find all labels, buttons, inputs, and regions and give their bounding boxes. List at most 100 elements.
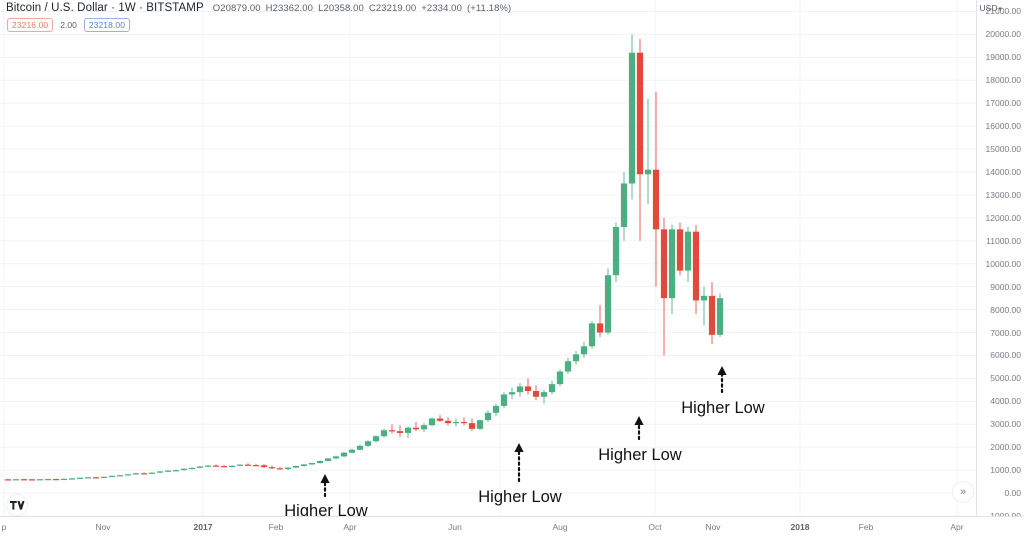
badge-ask-price[interactable]: 23218.00 — [83, 18, 131, 33]
candle — [468, 418, 476, 432]
candle — [604, 268, 612, 335]
price-tick: 8000.00 — [990, 304, 1021, 315]
candle — [340, 452, 348, 458]
ohlc-open: O20879.00 — [212, 3, 261, 14]
badge-bid-price[interactable]: 23216.00 — [7, 18, 54, 33]
price-scale-currency-label: USD — [979, 3, 998, 13]
candle — [396, 425, 404, 437]
scroll-to-realtime-button[interactable]: » — [952, 481, 974, 503]
tradingview-logo[interactable] — [6, 494, 28, 516]
candle — [516, 382, 524, 397]
candle — [588, 321, 596, 349]
time-tick: Jun — [448, 522, 462, 532]
price-tick: 7000.00 — [990, 327, 1021, 338]
time-scale[interactable]: p Nov 2017 Feb Apr Jun Aug Oct Nov 2018 Feb Apr — [0, 516, 1024, 538]
price-tick: 1000.00 — [990, 465, 1021, 476]
annotation-arrows — [320, 366, 727, 498]
candle — [612, 222, 620, 283]
candle — [644, 98, 652, 205]
candle — [596, 305, 604, 338]
annotation-arrow-head — [634, 416, 644, 425]
time-tick: 2018 — [790, 522, 810, 532]
candle — [332, 455, 340, 460]
price-tick: 5000.00 — [990, 373, 1021, 384]
candlestick-series — [4, 34, 724, 481]
candle — [412, 421, 420, 432]
candle — [212, 464, 220, 467]
candle — [492, 403, 500, 417]
candle — [268, 465, 276, 469]
time-tick: Feb — [858, 522, 874, 532]
candle — [500, 392, 508, 409]
candle — [28, 478, 36, 481]
ohlc-high: H23362.00 — [265, 3, 314, 14]
candle — [284, 467, 292, 471]
candle — [532, 385, 540, 401]
candle — [508, 387, 516, 400]
candle — [244, 463, 252, 466]
chart-legend: Bitcoin / U.S. Dollar · 1W · BITSTAMP O2… — [6, 2, 517, 33]
candle — [92, 476, 100, 479]
price-tick: 14000.00 — [985, 167, 1021, 177]
candle — [132, 472, 140, 475]
price-tick: 0.00 — [1004, 488, 1021, 499]
annotation-label[interactable]: Higher Low — [478, 488, 562, 506]
candle — [148, 472, 156, 474]
annotation-label[interactable]: Higher Low — [284, 502, 368, 520]
time-tick: Oct — [648, 522, 662, 532]
candle — [524, 378, 532, 395]
candle — [60, 478, 68, 481]
candle — [388, 424, 396, 434]
candle — [156, 471, 164, 473]
candle — [252, 463, 260, 467]
candle — [108, 475, 116, 478]
price-tick: 15000.00 — [985, 144, 1021, 155]
candle — [484, 410, 492, 422]
double-chevron-right-icon: » — [959, 486, 967, 498]
candle — [292, 465, 300, 469]
candle — [172, 469, 180, 472]
chart-gridlines — [0, 0, 976, 516]
candle — [540, 389, 548, 404]
time-tick: Apr — [950, 522, 964, 532]
candle — [76, 477, 84, 479]
candle — [124, 474, 132, 476]
candle — [44, 478, 52, 481]
time-tick: p — [1, 522, 7, 532]
candle — [660, 217, 668, 356]
candle — [164, 470, 172, 472]
annotation-label[interactable]: Higher Low — [681, 399, 765, 417]
legend-badges: 23216.00 2.00 23218.00 — [6, 18, 516, 33]
chart-plot-area[interactable] — [0, 0, 976, 516]
candle — [684, 227, 692, 283]
time-tick: Nov — [95, 522, 111, 532]
ohlc-change: +2334.00 — [421, 3, 462, 14]
candle — [476, 419, 484, 430]
candle — [260, 463, 268, 468]
candle — [692, 224, 700, 315]
time-tick: Aug — [552, 522, 568, 532]
price-tick: 17000.00 — [985, 98, 1021, 109]
candle — [436, 415, 444, 422]
price-tick: 10000.00 — [985, 258, 1021, 269]
annotation-arrow-head — [717, 366, 727, 375]
price-scale-currency[interactable]: USD▾ — [980, 3, 1002, 13]
annotation-label[interactable]: Higher Low — [598, 446, 682, 464]
symbol-title[interactable]: Bitcoin / U.S. Dollar · 1W · BITSTAMP — [6, 2, 204, 14]
price-scale[interactable]: USD▾ 21000.00 20000.00 19000.00 18000.00 170… — [976, 0, 1024, 521]
candle — [372, 435, 380, 443]
candle — [180, 468, 188, 471]
candle — [668, 224, 676, 315]
candle — [548, 380, 556, 395]
candle — [428, 417, 436, 427]
candle — [196, 466, 204, 469]
ohlc-values: O20879.00 H23362.00 L20358.00 C23219.00 +233… — [213, 3, 517, 14]
badge-spread: 2.00 — [60, 20, 77, 31]
candle — [4, 478, 12, 481]
time-tick: Feb — [268, 522, 284, 532]
candle — [12, 478, 20, 481]
price-tick: 18000.00 — [985, 75, 1021, 86]
candle — [676, 222, 684, 276]
candle — [276, 466, 284, 470]
price-tick: 2000.00 — [990, 442, 1021, 453]
